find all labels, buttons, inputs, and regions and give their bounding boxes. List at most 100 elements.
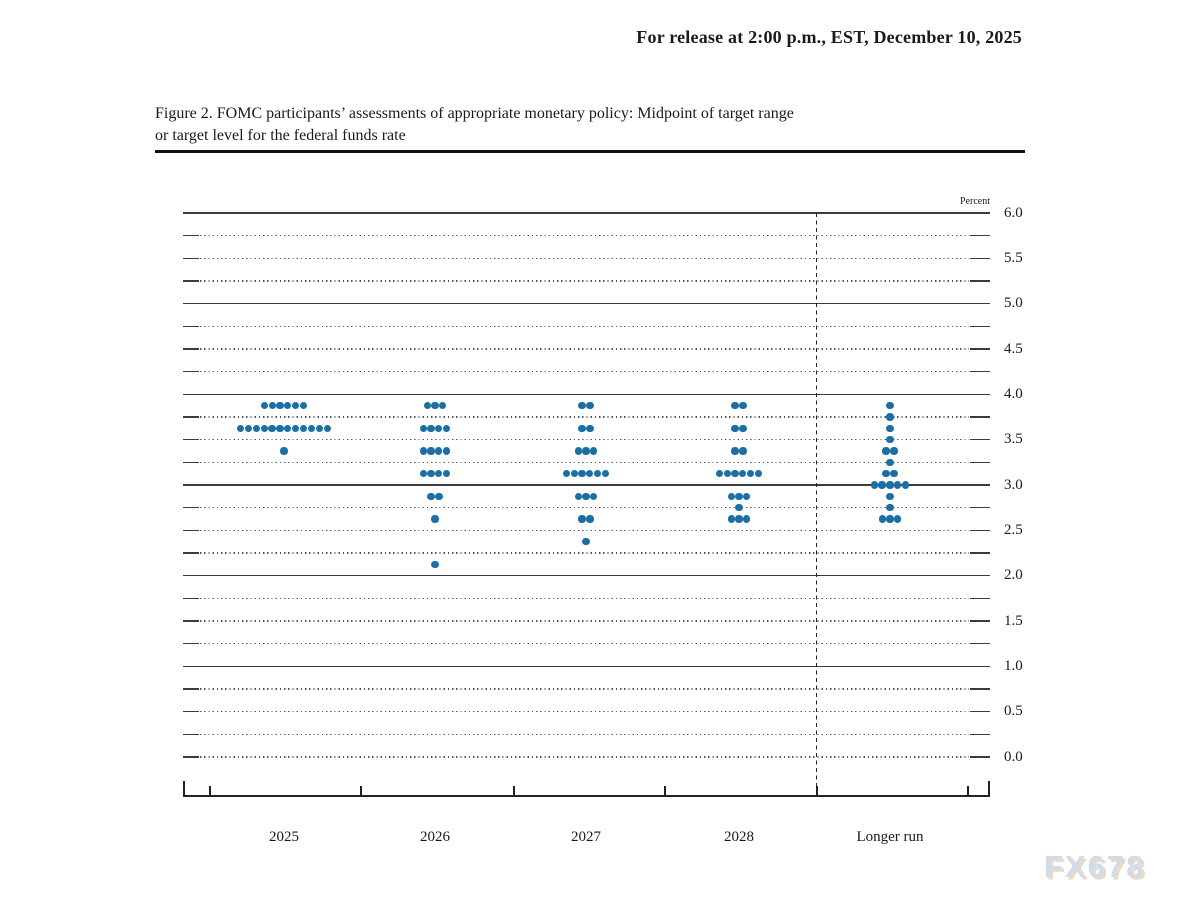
gridline-dotted	[200, 416, 969, 418]
projection-dot	[323, 424, 331, 432]
projection-dot	[578, 424, 586, 432]
x-tick	[360, 785, 362, 796]
projection-dot	[292, 424, 300, 432]
projection-dot	[586, 424, 594, 432]
y-tick-left	[183, 529, 199, 532]
y-axis-label: 3.5	[1004, 431, 1023, 448]
projection-dot	[419, 470, 427, 478]
dot-row	[562, 470, 610, 478]
y-axis-label: 4.0	[1004, 385, 1023, 402]
projection-dot	[431, 402, 439, 410]
dot-row	[419, 470, 451, 478]
projection-dot	[586, 470, 594, 478]
y-tick-right	[970, 370, 990, 373]
y-tick-left	[183, 552, 199, 554]
dot-row	[419, 447, 451, 455]
dot-row	[886, 504, 894, 512]
gridline-dotted	[200, 507, 969, 509]
dot-row	[582, 538, 590, 546]
gridline-dotted	[200, 597, 969, 599]
dot-row	[727, 492, 751, 500]
gridline-dotted	[200, 756, 969, 758]
dot-row	[715, 470, 763, 478]
x-tick	[967, 785, 969, 796]
dot-row	[578, 402, 594, 410]
projection-dot	[723, 470, 731, 478]
projection-dot	[731, 447, 739, 455]
projection-dot	[578, 470, 586, 478]
projection-dot	[284, 424, 292, 432]
projection-dot	[886, 436, 894, 444]
x-axis-line	[183, 794, 990, 797]
gridline-dotted	[200, 711, 969, 713]
projection-dot	[886, 413, 894, 421]
dot-row	[870, 481, 910, 489]
projection-dot	[886, 492, 894, 500]
projection-dot	[443, 424, 451, 432]
projection-dot	[731, 402, 739, 410]
projection-dot	[570, 470, 578, 478]
title-rule	[155, 150, 1025, 153]
projection-dot	[435, 492, 443, 500]
y-axis-label: 1.5	[1004, 612, 1023, 629]
y-axis-label: 3.0	[1004, 476, 1023, 493]
projection-dot	[870, 481, 878, 489]
projection-dot	[739, 447, 747, 455]
dot-row	[260, 402, 308, 410]
projection-dot	[276, 424, 284, 432]
x-tick	[513, 785, 515, 796]
projection-dot	[280, 447, 288, 455]
projection-dot	[435, 447, 443, 455]
projection-dot	[578, 402, 586, 410]
dot-row	[574, 492, 598, 500]
y-tick-right	[970, 529, 990, 532]
projection-dot	[735, 492, 743, 500]
projection-dot	[902, 481, 910, 489]
projection-dot	[582, 492, 590, 500]
projection-dot	[890, 470, 898, 478]
gridline-dotted	[200, 235, 969, 237]
dot-row	[735, 504, 743, 512]
projection-dot	[735, 515, 743, 523]
x-tick	[816, 785, 818, 796]
gridline-dotted	[200, 325, 969, 327]
y-tick-right	[970, 325, 990, 328]
x-axis-corner	[988, 780, 990, 796]
gridline-solid	[183, 484, 990, 486]
projection-dot	[886, 515, 894, 523]
projection-dot	[427, 447, 435, 455]
projection-dot	[300, 402, 308, 410]
dot-row	[886, 458, 894, 466]
projection-dot	[743, 492, 751, 500]
x-axis-label: 2028	[724, 829, 754, 845]
y-tick-right	[970, 733, 990, 736]
projection-dot	[443, 447, 451, 455]
projection-dot	[236, 424, 245, 432]
y-tick-left	[183, 710, 199, 713]
y-tick-right	[970, 461, 990, 464]
y-tick-right	[970, 597, 990, 600]
y-tick-right	[970, 348, 990, 350]
projection-dot	[747, 470, 755, 478]
projection-dot	[419, 447, 427, 455]
y-tick-right	[970, 642, 990, 645]
y-tick-right	[970, 552, 990, 554]
y-tick-right	[970, 620, 990, 622]
projection-dot	[878, 481, 886, 489]
dot-row	[878, 515, 902, 523]
projection-dot	[427, 424, 435, 432]
figure-title: Figure 2. FOMC participants’ assessments…	[155, 103, 1035, 147]
projection-dot	[578, 515, 586, 523]
projection-dot	[268, 424, 276, 432]
y-tick-left	[183, 642, 199, 645]
gridline-dotted	[200, 461, 969, 463]
gridline-dotted	[200, 439, 969, 441]
x-axis-label: 2025	[269, 829, 299, 845]
dot-row	[886, 424, 894, 432]
gridline-solid	[183, 393, 990, 396]
y-tick-left	[183, 280, 199, 282]
x-axis-label: Longer run	[856, 829, 924, 845]
gridline-dotted	[200, 552, 969, 554]
x-tick	[664, 785, 666, 796]
x-axis-label: 2027	[571, 829, 601, 845]
